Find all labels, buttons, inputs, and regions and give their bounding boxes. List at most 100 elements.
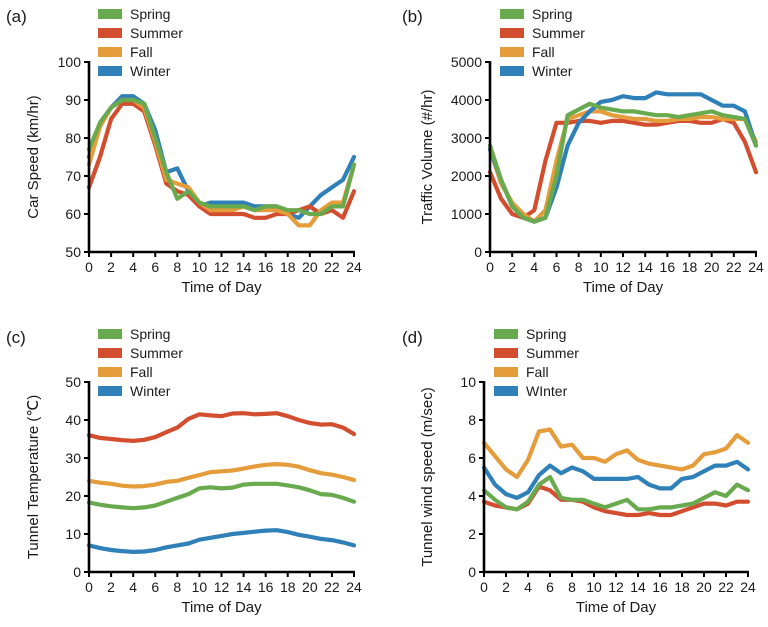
y-axis-title: Traffic Volume (#/hr): [419, 89, 436, 224]
legend-label-winter: Winter: [130, 63, 171, 79]
series-line-summer: [487, 116, 759, 220]
panel-label: (d): [402, 328, 423, 347]
x-tick-label: 0: [486, 259, 494, 275]
y-tick-label: 5000: [451, 54, 482, 70]
x-tick-label: 18: [682, 259, 698, 275]
panel-label: (c): [6, 328, 26, 347]
x-tick-label: 8: [173, 259, 181, 275]
legend-label-winter: Winter: [130, 383, 171, 399]
y-axis-title: Car Speed (km/hr): [25, 95, 42, 218]
y-tick-label: 3000: [451, 130, 482, 146]
x-tick-label: 18: [674, 579, 690, 595]
legend-label-fall: Fall: [130, 44, 153, 60]
x-tick-label: 8: [173, 579, 181, 595]
y-tick-label: 0: [73, 564, 81, 580]
legend-label-winter: WInter: [526, 383, 568, 399]
y-tick-label: 8: [468, 412, 476, 428]
x-tick-label: 2: [508, 259, 516, 275]
x-tick-label: 2: [502, 579, 510, 595]
x-tick-label: 24: [346, 259, 362, 275]
y-tick-label: 0: [468, 564, 476, 580]
legend: Spring Summer Fall Winter: [500, 6, 585, 79]
y-tick-label: 2000: [451, 168, 482, 184]
series-line-summer: [86, 411, 357, 443]
y-tick-label: 6: [468, 450, 476, 466]
x-tick-label: 20: [704, 259, 720, 275]
x-tick-label: 20: [302, 259, 318, 275]
legend-swatch-summer: [500, 28, 524, 38]
legend-swatch-summer: [98, 28, 122, 38]
x-tick-label: 6: [553, 259, 561, 275]
legend-label-winter: Winter: [532, 63, 573, 79]
legend-swatch-fall: [98, 47, 122, 57]
legend-swatch-summer: [98, 348, 122, 358]
x-tick-label: 22: [324, 259, 340, 275]
x-tick-label: 8: [568, 579, 576, 595]
x-tick-label: 4: [129, 259, 137, 275]
y-tick-label: 20: [65, 488, 81, 504]
x-tick-label: 16: [660, 259, 676, 275]
y-tick-label: 40: [65, 412, 81, 428]
x-tick-label: 4: [524, 579, 532, 595]
x-tick-label: 14: [236, 259, 252, 275]
y-tick-label: 0: [474, 244, 482, 260]
legend-label-spring: Spring: [130, 6, 170, 22]
y-axis-title: Tunnel wind speed (m/sec): [419, 387, 436, 567]
x-tick-label: 6: [151, 579, 159, 595]
legend-label-fall: Fall: [532, 44, 555, 60]
y-tick-label: 90: [65, 92, 81, 108]
x-tick-label: 6: [151, 259, 159, 275]
x-tick-label: 0: [85, 579, 93, 595]
x-tick-label: 14: [236, 579, 252, 595]
panel-label: (b): [402, 7, 423, 26]
x-tick-label: 16: [652, 579, 668, 595]
y-tick-label: 100: [58, 54, 82, 70]
series-line-fall: [487, 109, 759, 224]
legend-swatch-winter: [500, 66, 524, 76]
legend-label-spring: Spring: [526, 326, 566, 342]
y-tick-label: 30: [65, 450, 81, 466]
series-line-winter: [86, 94, 357, 220]
legend-label-summer: Summer: [526, 345, 579, 361]
series-line-summer: [481, 484, 751, 518]
series-line-fall: [481, 427, 751, 480]
x-tick-label: 12: [615, 259, 631, 275]
x-tick-label: 16: [258, 259, 274, 275]
y-tick-label: 4: [468, 488, 476, 504]
legend-label-summer: Summer: [130, 25, 183, 41]
x-tick-label: 8: [575, 259, 583, 275]
legend-label-spring: Spring: [130, 326, 170, 342]
x-tick-label: 10: [192, 259, 208, 275]
x-tick-label: 24: [346, 579, 362, 595]
y-tick-label: 10: [460, 374, 476, 390]
legend-swatch-winter: [98, 66, 122, 76]
x-axis-title: Time of Day: [181, 599, 262, 616]
x-tick-label: 4: [129, 579, 137, 595]
x-tick-label: 6: [546, 579, 554, 595]
x-tick-label: 22: [726, 259, 742, 275]
legend-swatch-fall: [98, 367, 122, 377]
y-tick-label: 1000: [451, 206, 482, 222]
x-tick-label: 10: [593, 259, 609, 275]
legend-swatch-fall: [500, 47, 524, 57]
legend-swatch-spring: [494, 329, 518, 339]
panel-label: (a): [6, 7, 27, 26]
y-tick-label: 60: [65, 206, 81, 222]
legend-swatch-spring: [500, 9, 524, 19]
x-tick-label: 10: [192, 579, 208, 595]
series-line-spring: [86, 97, 357, 217]
y-tick-label: 10: [65, 526, 81, 542]
x-tick-label: 12: [608, 579, 624, 595]
y-tick-label: 70: [65, 168, 81, 184]
x-tick-label: 20: [696, 579, 712, 595]
y-tick-label: 50: [65, 244, 81, 260]
legend-label-fall: Fall: [130, 364, 153, 380]
x-tick-label: 24: [748, 259, 764, 275]
y-tick-label: 2: [468, 526, 476, 542]
x-tick-label: 12: [214, 259, 230, 275]
series-line-fall: [86, 462, 357, 489]
